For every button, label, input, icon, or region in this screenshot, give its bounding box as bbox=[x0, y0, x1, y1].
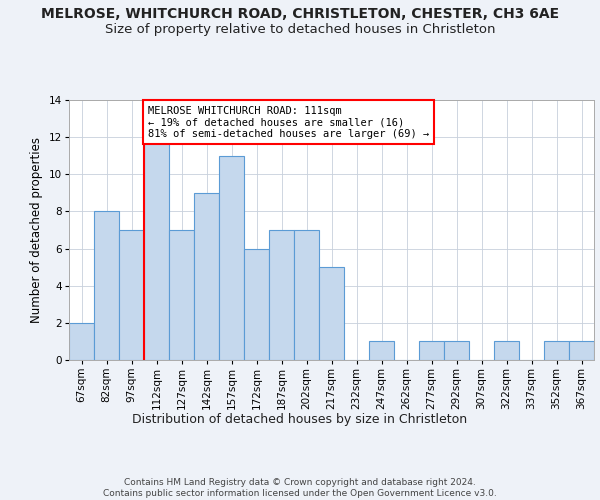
Bar bbox=[169, 230, 194, 360]
Bar bbox=[194, 193, 219, 360]
Bar bbox=[294, 230, 319, 360]
Bar bbox=[444, 342, 469, 360]
Bar bbox=[319, 267, 344, 360]
Bar bbox=[269, 230, 294, 360]
Bar bbox=[544, 342, 569, 360]
Bar bbox=[419, 342, 444, 360]
Text: Distribution of detached houses by size in Christleton: Distribution of detached houses by size … bbox=[133, 412, 467, 426]
Y-axis label: Number of detached properties: Number of detached properties bbox=[30, 137, 43, 323]
Bar bbox=[569, 342, 594, 360]
Text: Size of property relative to detached houses in Christleton: Size of property relative to detached ho… bbox=[105, 22, 495, 36]
Bar bbox=[144, 137, 169, 360]
Text: MELROSE WHITCHURCH ROAD: 111sqm
← 19% of detached houses are smaller (16)
81% of: MELROSE WHITCHURCH ROAD: 111sqm ← 19% of… bbox=[148, 106, 429, 139]
Bar bbox=[69, 323, 94, 360]
Text: Contains HM Land Registry data © Crown copyright and database right 2024.
Contai: Contains HM Land Registry data © Crown c… bbox=[103, 478, 497, 498]
Bar bbox=[494, 342, 519, 360]
Bar bbox=[119, 230, 144, 360]
Bar bbox=[369, 342, 394, 360]
Bar bbox=[219, 156, 244, 360]
Bar bbox=[244, 248, 269, 360]
Text: MELROSE, WHITCHURCH ROAD, CHRISTLETON, CHESTER, CH3 6AE: MELROSE, WHITCHURCH ROAD, CHRISTLETON, C… bbox=[41, 8, 559, 22]
Bar bbox=[94, 212, 119, 360]
